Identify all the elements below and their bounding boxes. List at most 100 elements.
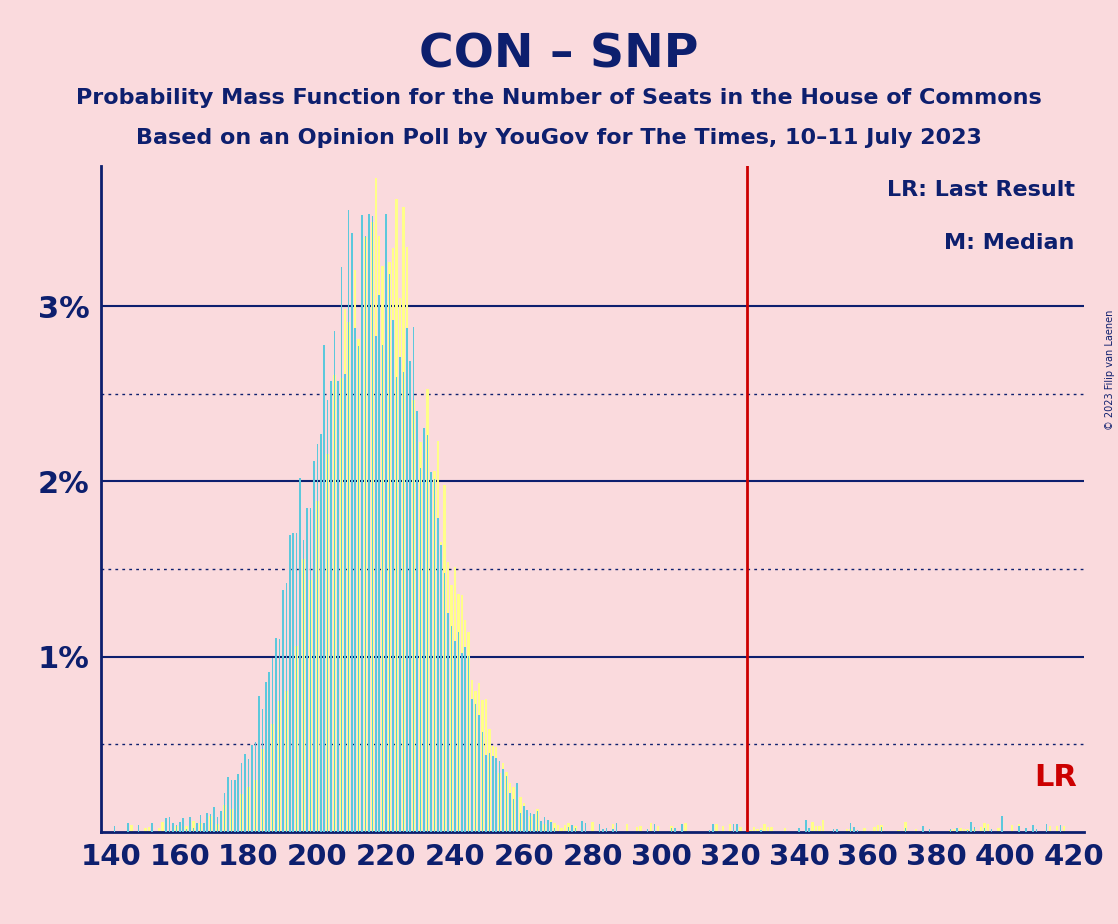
Text: Based on an Opinion Poll by YouGov for The Times, 10–11 July 2023: Based on an Opinion Poll by YouGov for T… (136, 128, 982, 148)
Bar (1017, 824, 1021, 832)
Bar (343, 310, 347, 832)
Bar (212, 819, 216, 832)
Bar (316, 501, 319, 832)
Bar (915, 829, 917, 832)
Bar (227, 810, 229, 832)
Bar (485, 755, 486, 832)
Text: © 2023 Filip van Laenen: © 2023 Filip van Laenen (1106, 310, 1115, 430)
Bar (220, 810, 222, 832)
Bar (320, 433, 322, 832)
Bar (179, 822, 180, 832)
Bar (533, 814, 534, 832)
Bar (275, 638, 277, 832)
Bar (904, 828, 907, 832)
Bar (323, 463, 325, 832)
Bar (474, 691, 476, 832)
Bar (461, 595, 463, 832)
Bar (230, 780, 233, 832)
Bar (399, 357, 400, 832)
Bar (351, 233, 352, 832)
Bar (681, 823, 683, 832)
Bar (426, 389, 428, 832)
Bar (375, 177, 377, 832)
Bar (348, 210, 349, 832)
Bar (921, 829, 923, 832)
Bar (815, 826, 817, 832)
Bar (347, 322, 350, 832)
Bar (209, 817, 212, 832)
Bar (323, 346, 325, 832)
Bar (984, 822, 986, 832)
Bar (530, 813, 531, 832)
Bar (512, 787, 514, 832)
Bar (402, 372, 404, 832)
Bar (379, 296, 380, 832)
Bar (396, 377, 397, 832)
Bar (444, 485, 446, 832)
Bar (316, 444, 319, 832)
Bar (523, 806, 524, 832)
Bar (258, 696, 259, 832)
Bar (148, 827, 150, 832)
Bar (364, 237, 367, 832)
Bar (434, 479, 435, 832)
Bar (265, 749, 267, 832)
Bar (881, 827, 882, 832)
Bar (351, 249, 353, 832)
Bar (495, 758, 498, 832)
Bar (712, 824, 713, 832)
Bar (385, 219, 387, 832)
Bar (956, 828, 958, 832)
Bar (997, 829, 999, 832)
Bar (764, 824, 766, 832)
Bar (461, 652, 463, 832)
Bar (127, 822, 129, 832)
Bar (368, 214, 370, 832)
Bar (808, 828, 811, 832)
Bar (485, 699, 487, 832)
Bar (492, 747, 494, 832)
Bar (189, 817, 191, 832)
Bar (210, 814, 211, 832)
Bar (375, 336, 377, 832)
Bar (402, 207, 405, 832)
Bar (754, 827, 756, 832)
Bar (333, 375, 335, 832)
Bar (850, 823, 851, 832)
Text: M: Median: M: Median (945, 233, 1074, 253)
Bar (371, 216, 373, 832)
Bar (250, 776, 253, 832)
Bar (482, 732, 483, 832)
Bar (557, 824, 559, 832)
Bar (202, 823, 205, 832)
Bar (812, 821, 814, 832)
Bar (282, 658, 284, 832)
Bar (447, 613, 448, 832)
Bar (300, 478, 301, 832)
Bar (262, 710, 263, 832)
Bar (419, 442, 421, 832)
Bar (1062, 826, 1065, 832)
Bar (922, 826, 923, 832)
Bar (877, 825, 879, 832)
Bar (302, 559, 305, 832)
Bar (650, 822, 652, 832)
Bar (563, 825, 566, 832)
Bar (502, 763, 504, 832)
Bar (440, 542, 443, 832)
Bar (575, 826, 577, 832)
Bar (295, 646, 297, 832)
Bar (214, 807, 215, 832)
Bar (475, 704, 476, 832)
Bar (164, 829, 168, 832)
Bar (873, 827, 875, 832)
Bar (285, 691, 287, 832)
Bar (262, 748, 264, 832)
Bar (464, 620, 466, 832)
Bar (674, 828, 676, 832)
Bar (313, 520, 315, 832)
Bar (656, 826, 660, 832)
Bar (427, 435, 428, 832)
Bar (389, 274, 390, 832)
Bar (354, 271, 357, 832)
